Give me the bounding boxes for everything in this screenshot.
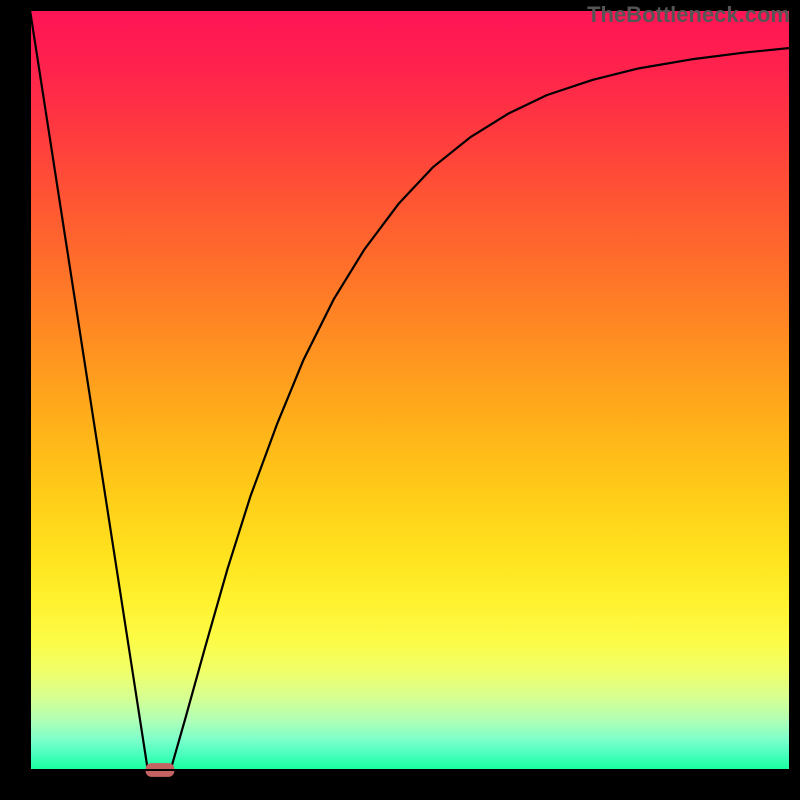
bottleneck-chart: TheBottleneck.com (0, 0, 800, 800)
chart-svg (0, 0, 800, 800)
plot-background-gradient (30, 10, 790, 770)
watermark-text: TheBottleneck.com (587, 2, 790, 28)
